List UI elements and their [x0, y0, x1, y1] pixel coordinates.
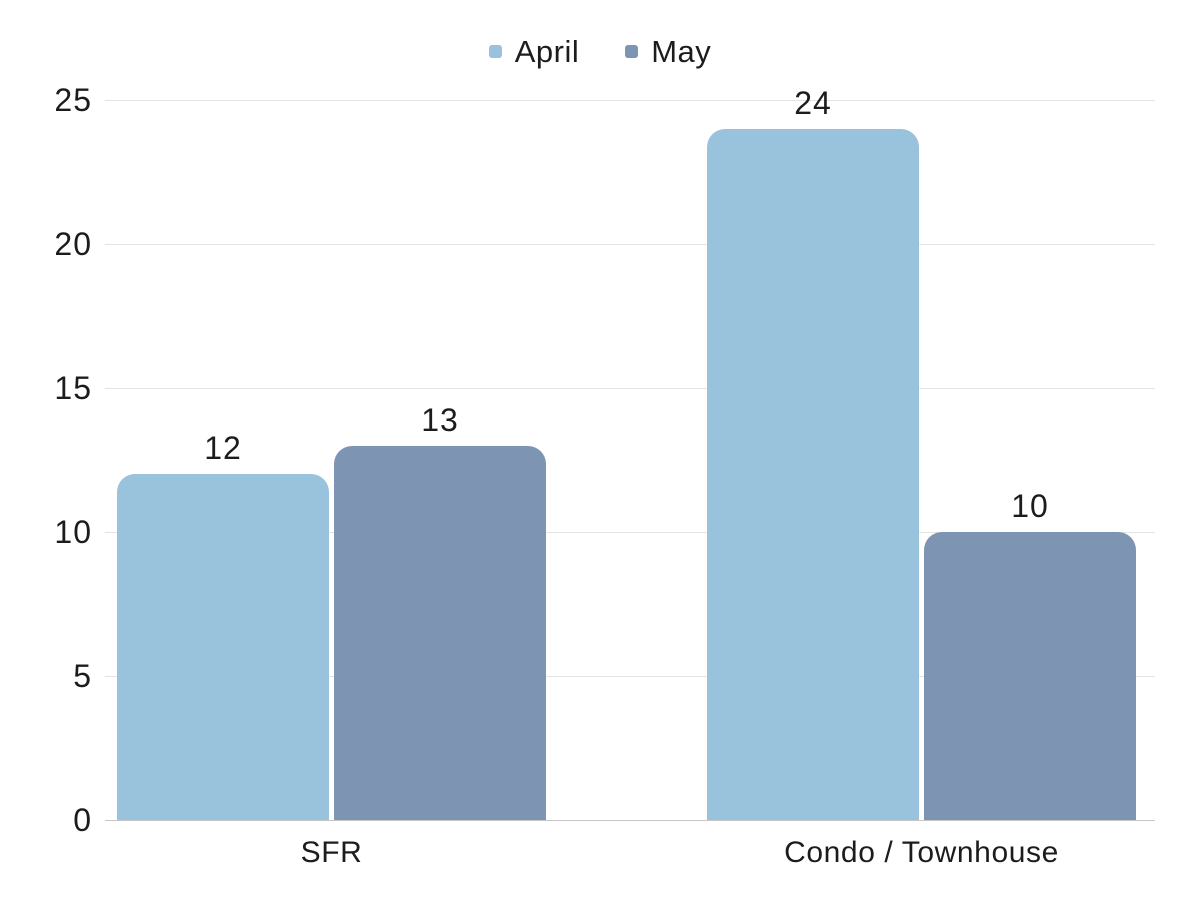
y-axis-tick-label: 5: [73, 658, 92, 694]
y-axis-tick-label: 20: [54, 226, 92, 262]
bar-value-label: 24: [794, 84, 832, 121]
legend-label: April: [514, 34, 580, 69]
bar-april-sfr: [117, 474, 329, 820]
y-axis-tick-label: 10: [54, 514, 92, 550]
y-axis-tick-label: 25: [54, 82, 92, 118]
x-axis-category-label: Condo / Townhouse: [784, 836, 1059, 869]
bar-value-label: 12: [204, 430, 242, 467]
gridline: [105, 531, 1155, 533]
legend-label: May: [651, 34, 712, 69]
bar-may-condo-townhouse: [924, 532, 1136, 820]
legend-item-april: April: [488, 34, 580, 69]
gridline: [105, 99, 1155, 101]
legend-swatch-icon: [488, 45, 502, 58]
bar-value-label: 10: [1011, 488, 1049, 524]
gridline: [105, 387, 1155, 389]
bar-april-condo-townhouse: [707, 128, 919, 820]
chart-legend: April May: [0, 36, 1200, 67]
legend-swatch-icon: [625, 45, 639, 58]
gridline: [105, 243, 1155, 245]
bar-may-sfr: [334, 445, 546, 820]
x-axis-category-label: SFR: [300, 836, 363, 869]
bar-value-label: 13: [421, 401, 459, 438]
legend-item-may: May: [625, 36, 711, 67]
y-axis-tick-label: 15: [54, 370, 92, 406]
y-axis-tick-label: 0: [73, 802, 92, 838]
gridline: [105, 675, 1155, 677]
x-axis-line: [105, 819, 1155, 821]
